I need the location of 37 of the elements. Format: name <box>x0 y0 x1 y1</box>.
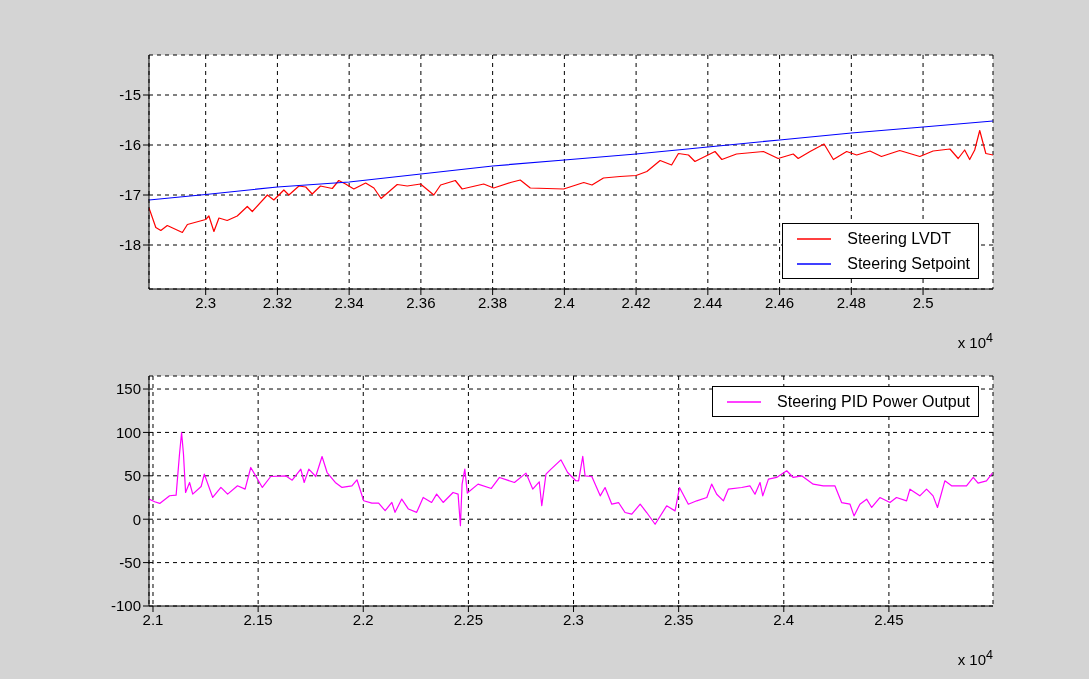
y-tick-label: -15 <box>119 86 141 104</box>
line-series <box>149 431 993 527</box>
x-tick-label: 2.48 <box>836 293 866 311</box>
x-tick-label: 2.4 <box>553 293 575 311</box>
x-tick-label: 2.1 <box>142 610 164 628</box>
x-tick-label: 2.44 <box>693 293 723 311</box>
x-tick-label: 2.46 <box>764 293 795 311</box>
x-tick-label: 2.2 <box>352 610 374 628</box>
y-tick-label: 50 <box>124 467 141 485</box>
y-tick-label: 0 <box>132 510 141 528</box>
legend-label: Steering PID Power Output <box>777 392 970 411</box>
line-series <box>149 120 993 201</box>
x-tick-label: 2.5 <box>912 293 934 311</box>
text: x 10$^{4}$ <box>957 331 993 351</box>
y-tick-label: -17 <box>119 186 141 204</box>
x-tick-label: 2.25 <box>453 610 483 628</box>
x-tick-label: 2.15 <box>243 610 273 628</box>
legend-label: Steering Setpoint <box>847 254 970 273</box>
x-tick-label: 2.3 <box>195 293 217 311</box>
text: x 10$^{4}$ <box>957 648 993 668</box>
y-tick-label: -50 <box>119 553 141 571</box>
x-tick-label: 2.34 <box>334 293 364 311</box>
legend-label: Steering LVDT <box>847 229 951 248</box>
x-tick-label: 2.45 <box>874 610 904 628</box>
y-tick-label: -100 <box>110 597 141 615</box>
x-tick-label: 2.4 <box>773 610 795 628</box>
y-tick-label: 150 <box>115 380 141 398</box>
x-tick-label: 2.35 <box>664 610 694 628</box>
x-tick-label: 2.3 <box>563 610 584 628</box>
y-tick-label: 100 <box>115 423 141 441</box>
x-tick-label: 2.32 <box>262 293 293 311</box>
y-tick-label: -18 <box>119 236 141 254</box>
y-tick-label: -16 <box>119 136 141 154</box>
x-tick-label: 2.36 <box>406 293 436 311</box>
line-series <box>149 129 993 234</box>
x-tick-label: 2.38 <box>478 293 508 311</box>
x-tick-label: 2.42 <box>621 293 651 311</box>
